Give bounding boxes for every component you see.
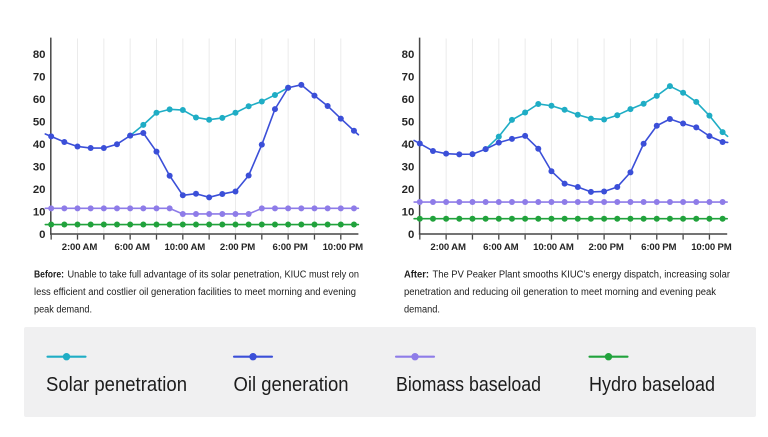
svg-text:10:00 AM: 10:00 AM bbox=[165, 242, 206, 253]
svg-text:Before:: Before: bbox=[34, 270, 64, 281]
svg-text:0: 0 bbox=[408, 229, 414, 241]
svg-text:Solar penetration: Solar penetration bbox=[46, 374, 187, 396]
svg-text:40: 40 bbox=[33, 139, 46, 151]
svg-text:Biomass baseload: Biomass baseload bbox=[396, 374, 541, 396]
svg-text:2:00 AM: 2:00 AM bbox=[62, 242, 98, 253]
svg-text:Hydro baseload: Hydro baseload bbox=[589, 374, 715, 396]
svg-text:6:00 PM: 6:00 PM bbox=[641, 242, 676, 253]
svg-text:2:00 PM: 2:00 PM bbox=[220, 242, 255, 253]
svg-text:The PV Peaker Plant smooths KI: The PV Peaker Plant smooths KIUC’s energ… bbox=[433, 270, 731, 281]
svg-text:30: 30 bbox=[402, 162, 415, 174]
svg-text:60: 60 bbox=[402, 94, 415, 106]
svg-text:20: 20 bbox=[33, 184, 46, 196]
svg-text:80: 80 bbox=[402, 49, 415, 61]
svg-text:80: 80 bbox=[33, 49, 46, 61]
svg-text:After:: After: bbox=[404, 270, 429, 281]
svg-text:penetration and reducing oil g: penetration and reducing oil generation … bbox=[404, 287, 717, 298]
svg-text:10:00 PM: 10:00 PM bbox=[691, 242, 732, 253]
svg-text:70: 70 bbox=[33, 72, 46, 84]
svg-text:6:00 AM: 6:00 AM bbox=[483, 242, 519, 253]
svg-text:50: 50 bbox=[33, 117, 46, 129]
svg-text:40: 40 bbox=[402, 139, 415, 151]
svg-text:peak demand.: peak demand. bbox=[34, 305, 92, 316]
svg-text:30: 30 bbox=[33, 162, 46, 174]
svg-text:20: 20 bbox=[402, 184, 415, 196]
svg-text:6:00 PM: 6:00 PM bbox=[273, 242, 308, 253]
svg-text:2:00 AM: 2:00 AM bbox=[430, 242, 466, 253]
svg-text:10:00 PM: 10:00 PM bbox=[323, 242, 364, 253]
svg-text:60: 60 bbox=[33, 94, 46, 106]
svg-text:Oil generation: Oil generation bbox=[234, 374, 349, 396]
svg-text:10: 10 bbox=[402, 207, 415, 219]
svg-text:demand.: demand. bbox=[404, 305, 440, 316]
svg-text:10: 10 bbox=[33, 207, 46, 219]
svg-text:50: 50 bbox=[402, 117, 415, 129]
svg-text:0: 0 bbox=[39, 229, 45, 241]
svg-text:2:00 PM: 2:00 PM bbox=[589, 242, 624, 253]
svg-text:less efficient and costlier oi: less efficient and costlier oil generati… bbox=[34, 287, 356, 298]
svg-text:10:00 AM: 10:00 AM bbox=[533, 242, 574, 253]
svg-text:70: 70 bbox=[402, 72, 415, 84]
svg-text:Unable to take full advantage: Unable to take full advantage of its sol… bbox=[68, 270, 360, 281]
svg-text:6:00 AM: 6:00 AM bbox=[114, 242, 150, 253]
